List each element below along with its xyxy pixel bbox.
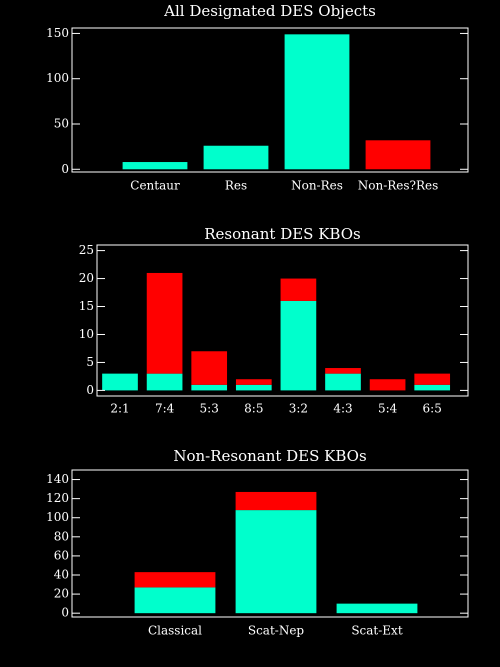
y-tick-label: 25 (79, 243, 94, 257)
x-tick-label: 3:2 (289, 402, 308, 416)
x-tick-label: Centaur (130, 179, 180, 193)
y-tick-label: 50 (54, 117, 69, 131)
y-tick-label: 100 (46, 510, 69, 524)
bar (191, 351, 228, 385)
chart-title: Resonant DES KBOs (204, 225, 360, 243)
x-tick-label: Non-Res?Res (358, 179, 439, 193)
y-tick-label: 80 (54, 529, 69, 543)
y-tick-label: 40 (54, 568, 69, 582)
x-tick-label: 5:3 (200, 402, 219, 416)
bar (280, 278, 317, 301)
y-tick-label: 140 (46, 472, 69, 486)
y-tick-label: 120 (46, 491, 69, 505)
frame (71, 469, 469, 618)
x-tick-label: 2:1 (110, 402, 129, 416)
y-tick-label: 0 (61, 606, 69, 620)
x-tick-label: Classical (148, 624, 202, 638)
chart-title: Non-Resonant DES KBOs (173, 447, 366, 465)
y-tick-label: 150 (46, 26, 69, 40)
y-tick-label: 10 (79, 327, 94, 341)
bar (414, 373, 451, 385)
bar (122, 162, 188, 170)
bar (146, 272, 183, 374)
x-tick-label: Scat-Ext (351, 624, 403, 638)
bar (203, 145, 269, 170)
frame (71, 27, 469, 173)
bar (235, 510, 317, 614)
y-tick-label: 15 (79, 299, 94, 313)
x-tick-label: Scat-Nep (248, 624, 305, 638)
bar (325, 368, 361, 374)
y-tick-label: 5 (86, 355, 94, 369)
x-tick-label: Res (225, 179, 247, 193)
bar (191, 384, 228, 391)
x-tick-label: Non-Res (291, 179, 343, 193)
bar (336, 603, 418, 614)
x-tick-label: 5:4 (378, 402, 398, 416)
x-tick-label: 8:5 (244, 402, 263, 416)
bar (414, 384, 451, 391)
bar (235, 491, 317, 511)
bar (235, 379, 272, 385)
bar (146, 373, 183, 391)
bar (280, 300, 317, 391)
x-tick-label: 4:3 (333, 402, 352, 416)
chart-title: All Designated DES Objects (163, 2, 376, 20)
y-tick-label: 0 (86, 383, 94, 397)
bar (134, 572, 216, 588)
frame (96, 244, 469, 397)
x-tick-label: 7:4 (155, 402, 175, 416)
y-tick-label: 20 (54, 587, 69, 601)
bar (365, 140, 431, 170)
bar (369, 379, 406, 391)
y-tick-label: 20 (79, 271, 94, 285)
bar (102, 373, 138, 391)
y-tick-label: 100 (46, 71, 69, 85)
y-tick-label: 60 (54, 548, 69, 562)
bar (325, 373, 361, 391)
bar (235, 384, 272, 391)
bar (134, 587, 216, 614)
bar (284, 34, 350, 170)
y-tick-label: 0 (61, 162, 69, 176)
x-tick-label: 6:5 (423, 402, 442, 416)
